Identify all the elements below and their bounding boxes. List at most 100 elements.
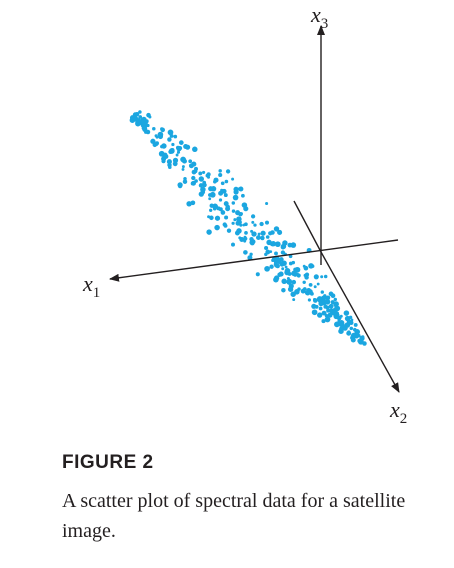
data-point — [323, 274, 328, 279]
data-point — [300, 288, 306, 294]
data-point — [281, 267, 285, 271]
data-point — [275, 263, 280, 269]
data-point — [309, 291, 314, 296]
data-point — [290, 291, 296, 297]
data-point — [212, 206, 217, 211]
data-point — [158, 150, 165, 157]
data-point — [324, 298, 331, 305]
data-point — [167, 129, 174, 136]
data-point — [173, 134, 178, 139]
data-point — [280, 250, 286, 255]
data-point — [303, 265, 309, 271]
data-point — [313, 285, 317, 289]
data-point — [260, 235, 265, 241]
data-point — [264, 220, 270, 225]
x3-axis-label: x3 — [310, 2, 328, 32]
data-point — [223, 189, 226, 193]
data-point — [233, 186, 239, 192]
data-point — [259, 221, 264, 227]
data-point — [231, 221, 235, 225]
data-point — [316, 282, 320, 286]
data-point — [318, 306, 323, 311]
x2-axis-back — [293, 200, 322, 253]
data-point — [346, 330, 352, 336]
x2-axis-label: x2 — [389, 397, 407, 427]
data-point — [326, 308, 331, 313]
data-point — [160, 144, 164, 149]
data-point — [172, 161, 178, 167]
data-point — [210, 187, 214, 192]
data-point — [150, 138, 156, 144]
data-point — [183, 144, 189, 149]
data-point — [249, 237, 254, 242]
data-point — [182, 179, 188, 184]
data-point — [242, 223, 246, 227]
data-point — [223, 223, 228, 228]
data-point — [188, 163, 194, 169]
data-point — [206, 172, 211, 177]
data-point — [220, 210, 226, 215]
data-point — [354, 329, 361, 335]
data-point — [146, 112, 151, 118]
data-point — [225, 204, 230, 210]
data-point — [338, 320, 345, 326]
data-point — [287, 242, 293, 248]
data-point — [141, 126, 146, 131]
data-point — [325, 295, 331, 301]
data-point — [333, 297, 337, 302]
data-point-cloud — [129, 110, 367, 346]
data-point — [231, 209, 236, 213]
data-point — [290, 242, 297, 248]
data-point — [181, 165, 185, 169]
data-point — [176, 150, 181, 154]
data-point — [224, 215, 229, 220]
data-point — [202, 170, 206, 174]
data-point — [209, 208, 213, 212]
data-point — [343, 310, 350, 316]
data-point — [253, 223, 257, 227]
data-point — [303, 273, 307, 278]
data-point — [158, 134, 163, 140]
data-point — [286, 277, 290, 280]
data-point — [361, 335, 365, 339]
data-point — [284, 265, 288, 269]
data-point — [233, 218, 237, 222]
data-point — [239, 212, 243, 216]
data-point — [251, 220, 255, 224]
data-point — [265, 235, 270, 239]
data-point — [336, 315, 342, 321]
data-point — [236, 219, 242, 226]
data-point — [206, 175, 211, 179]
x1-axis-label: x1 — [82, 271, 100, 301]
data-point — [273, 260, 278, 264]
data-point — [273, 226, 280, 232]
data-point — [288, 261, 293, 266]
data-point — [284, 268, 291, 274]
data-point — [348, 320, 354, 326]
data-point — [271, 258, 275, 263]
data-point — [317, 312, 323, 318]
data-point — [264, 245, 269, 251]
data-point — [314, 304, 319, 309]
data-point — [244, 231, 248, 235]
data-point — [330, 293, 336, 299]
data-point — [350, 318, 354, 322]
data-point — [243, 250, 248, 255]
data-point — [281, 278, 287, 285]
data-point — [357, 338, 362, 343]
data-point — [274, 251, 278, 256]
data-point — [265, 201, 269, 206]
data-point — [175, 153, 179, 157]
data-point — [190, 181, 195, 186]
data-point — [313, 274, 319, 280]
data-point — [181, 167, 185, 171]
data-point — [186, 201, 192, 207]
data-point — [235, 210, 241, 216]
data-point — [269, 264, 274, 269]
data-point — [218, 198, 223, 202]
data-point — [209, 191, 216, 198]
data-point — [226, 228, 232, 233]
data-point — [307, 298, 311, 302]
data-point — [255, 272, 260, 277]
data-point — [311, 309, 318, 316]
